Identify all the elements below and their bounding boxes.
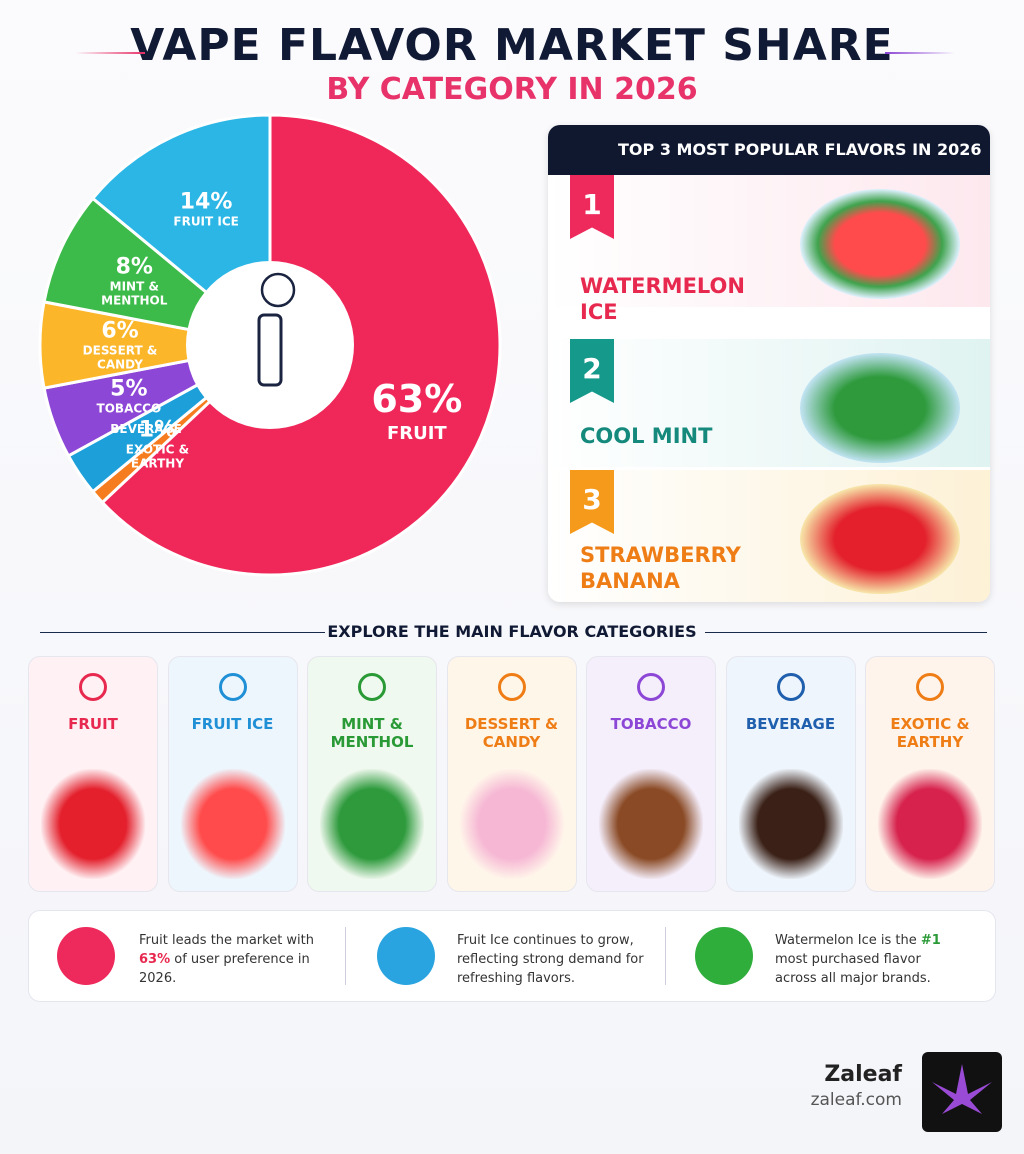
card-icon bbox=[358, 673, 386, 701]
slice-value: 14% bbox=[179, 189, 233, 215]
watermelon-image bbox=[800, 189, 960, 299]
card-image bbox=[320, 769, 424, 879]
fact-text: Fruit leads the market with bbox=[139, 933, 315, 948]
slice-label: 14% FRUIT ICE bbox=[151, 190, 261, 229]
slice-name: MINT & MENTHOL bbox=[101, 279, 168, 308]
rank: 1 bbox=[570, 175, 614, 239]
category-card: DESSERT & CANDY bbox=[446, 656, 577, 892]
separator bbox=[665, 927, 666, 985]
slice-label: BEVERAGE bbox=[91, 422, 201, 436]
category-card: FRUIT ICE bbox=[167, 656, 298, 892]
slice-name: DESSERT & CANDY bbox=[82, 343, 158, 372]
category-card: EXOTIC & EARTHY bbox=[865, 656, 995, 892]
category-card: MINT & MENTHOL bbox=[307, 656, 437, 892]
section-title: EXPLORE THE MAIN FLAVOR CATEGORIES bbox=[327, 622, 697, 641]
fact-icon bbox=[377, 927, 435, 985]
slice-label: 5% TOBACCO bbox=[74, 376, 184, 415]
fact-icon bbox=[695, 927, 753, 985]
fact: Fruit leads the market with 63% of user … bbox=[139, 931, 329, 988]
slice-value: 5% bbox=[110, 376, 148, 402]
card-image bbox=[599, 769, 703, 879]
leaf bbox=[932, 1064, 992, 1114]
title: VAPE FLAVOR MARKET SHARE bbox=[130, 20, 894, 71]
rank: 2 bbox=[570, 339, 614, 403]
card-title: TOBACCO bbox=[610, 715, 692, 733]
slice-name: BEVERAGE bbox=[110, 422, 182, 437]
card-icon bbox=[218, 673, 247, 701]
card-icon bbox=[776, 673, 805, 701]
strawberry-image bbox=[800, 484, 960, 594]
slice-value: 8% bbox=[115, 254, 153, 280]
slice-value: 63% bbox=[371, 376, 463, 421]
flavor-name: COOL MINT bbox=[580, 424, 713, 448]
divider bbox=[40, 632, 325, 633]
pie-chart bbox=[38, 113, 502, 577]
card-title: FRUIT ICE bbox=[191, 715, 274, 733]
card-title: FRUIT bbox=[68, 715, 118, 733]
card-icon bbox=[637, 673, 665, 701]
card-title: EXOTIC & EARTHY bbox=[890, 715, 970, 751]
mint-image bbox=[800, 353, 960, 463]
slice-label: 6% DESSERT & CANDY bbox=[65, 319, 175, 372]
logo-leaf bbox=[932, 1064, 992, 1114]
card-image bbox=[180, 769, 285, 879]
fact-text: of user preference in 2026. bbox=[139, 952, 310, 986]
top3-title: TOP 3 MOST POPULAR FLAVORS IN 2026 bbox=[548, 125, 990, 175]
divider bbox=[705, 632, 987, 633]
top3-item: 3 STRAWBERRY BANANA bbox=[548, 470, 990, 602]
fact-highlight: #1 bbox=[920, 933, 941, 948]
category-card: FRUIT bbox=[28, 656, 158, 892]
divider bbox=[885, 52, 955, 54]
facts-panel: Fruit leads the market with 63% of user … bbox=[28, 910, 996, 1002]
fact-text: Watermelon Ice is the bbox=[775, 933, 917, 948]
fact: Fruit Ice continues to grow, reflecting … bbox=[457, 931, 647, 988]
flavor-name: WATERMELON ICE bbox=[580, 274, 745, 324]
pie-area: 63% FRUIT 1% EXOTIC & EARTHY BEVERAGE 5% TOBAC… bbox=[30, 100, 510, 580]
subtitle: BY CATEGORY IN 2026 bbox=[326, 72, 698, 107]
slice-value: 1% bbox=[138, 417, 177, 443]
card-title: BEVERAGE bbox=[745, 715, 836, 733]
card-icon bbox=[79, 673, 107, 701]
card-title: DESSERT & CANDY bbox=[464, 715, 559, 751]
slice-name: FRUIT ICE bbox=[173, 214, 239, 229]
flavor-name: STRAWBERRY BANANA bbox=[580, 543, 741, 593]
separator bbox=[345, 927, 346, 985]
card-image bbox=[738, 769, 843, 879]
card-icon bbox=[916, 673, 944, 701]
category-card: BEVERAGE bbox=[725, 656, 856, 892]
top3-item: 2 COOL MINT bbox=[548, 339, 990, 467]
slice-name: FRUIT bbox=[386, 422, 447, 444]
brand-logo bbox=[922, 1052, 1002, 1132]
vape-smoke bbox=[260, 272, 296, 308]
slice-label: 8% MINT & MENTHOL bbox=[79, 255, 189, 308]
card-icon bbox=[497, 673, 526, 701]
slice-label: 63% FRUIT bbox=[362, 376, 472, 444]
vape-icon bbox=[257, 313, 283, 387]
fact-text: Fruit Ice continues to grow, reflecting … bbox=[457, 933, 644, 986]
top3-item: 1 WATERMELON ICE bbox=[548, 175, 990, 324]
card-title: MINT & MENTHOL bbox=[330, 715, 414, 751]
slice-name: EXOTIC & EARTHY bbox=[125, 442, 190, 471]
donut-hole bbox=[186, 261, 354, 429]
brand-url: zaleaf.com bbox=[810, 1090, 902, 1110]
card-image bbox=[878, 769, 982, 879]
slice-name: TOBACCO bbox=[96, 401, 162, 416]
rank: 3 bbox=[570, 470, 614, 534]
brand-name: Zaleaf bbox=[824, 1062, 902, 1087]
fact-highlight: 63% bbox=[139, 952, 171, 967]
fact-icon bbox=[57, 927, 115, 985]
card-image bbox=[41, 769, 145, 879]
slice-label: 1% EXOTIC & EARTHY bbox=[102, 418, 212, 471]
card-image bbox=[459, 769, 564, 879]
top3-panel: TOP 3 MOST POPULAR FLAVORS IN 2026 1 WAT… bbox=[548, 125, 990, 602]
divider bbox=[75, 52, 145, 54]
fact-text: most purchased flavor across all major b… bbox=[775, 952, 931, 986]
category-card: TOBACCO bbox=[586, 656, 716, 892]
fact: Watermelon Ice is the #1 most purchased … bbox=[775, 931, 965, 988]
slice-value: 6% bbox=[101, 318, 139, 344]
